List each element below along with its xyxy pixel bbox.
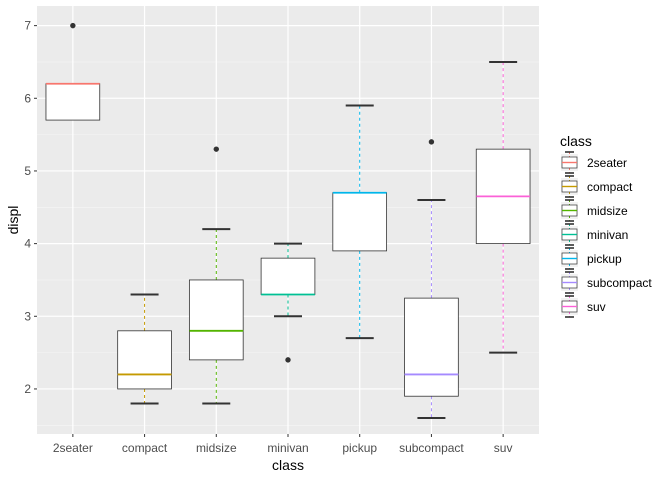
legend-label: compact xyxy=(587,180,633,194)
x-tick-label: pickup xyxy=(342,441,377,455)
y-tick-label: 6 xyxy=(24,91,31,105)
outlier-point xyxy=(70,22,76,29)
outlier-point xyxy=(428,139,435,145)
outlier-point xyxy=(213,146,219,152)
box-subcompact xyxy=(404,139,459,420)
box-minivan xyxy=(260,242,316,363)
iqr-box xyxy=(260,257,316,295)
y-tick-label: 4 xyxy=(24,237,31,251)
legend-label: midsize xyxy=(587,204,628,218)
legend-item-suv: suv xyxy=(561,295,606,318)
x-tick-label: suv xyxy=(494,441,513,455)
box-pickup xyxy=(332,104,388,340)
legend-label: minivan xyxy=(587,228,628,242)
y-tick-label: 7 xyxy=(24,19,31,33)
legend-item-midsize: midsize xyxy=(561,199,628,222)
legend-title: class xyxy=(560,133,592,149)
x-tick-label: minivan xyxy=(267,441,308,455)
legend-label: pickup xyxy=(587,252,622,266)
legend-label: suv xyxy=(587,300,606,314)
box-suv xyxy=(475,60,531,354)
box-midsize xyxy=(188,146,244,405)
axes-layer: 2 3 4 5 6 7 2seater compact midsize minivan pickup… xyxy=(24,19,512,455)
x-tick-label: compact xyxy=(122,441,168,455)
box-2seater xyxy=(45,22,101,121)
iqr-box xyxy=(404,297,459,397)
grid-lines xyxy=(37,6,539,434)
legend: class 2seater compact midsize minivan pickup… xyxy=(560,133,652,318)
iqr-box xyxy=(332,192,388,252)
legend-item-compact: compact xyxy=(561,175,633,198)
boxes-layer xyxy=(45,22,531,420)
legend-item-minivan: minivan xyxy=(561,223,628,246)
y-axis-title: displ xyxy=(5,206,21,235)
outlier-point xyxy=(285,357,291,363)
iqr-box xyxy=(45,83,101,121)
x-tick-label: subcompact xyxy=(399,441,464,455)
y-tick-label: 5 xyxy=(24,164,31,178)
box-compact xyxy=(117,293,172,405)
legend-label: 2seater xyxy=(587,156,627,170)
y-tick-label: 3 xyxy=(24,309,31,323)
legend-item-2seater: 2seater xyxy=(561,151,627,174)
iqr-box xyxy=(188,279,244,361)
x-tick-label: midsize xyxy=(196,441,237,455)
iqr-box xyxy=(117,330,172,390)
x-axis-title: class xyxy=(272,457,304,473)
legend-label: subcompact xyxy=(587,276,652,290)
y-tick-label: 2 xyxy=(24,382,31,396)
legend-item-subcompact: subcompact xyxy=(561,271,652,294)
x-tick-label: 2seater xyxy=(53,441,93,455)
legend-item-pickup: pickup xyxy=(561,247,622,270)
